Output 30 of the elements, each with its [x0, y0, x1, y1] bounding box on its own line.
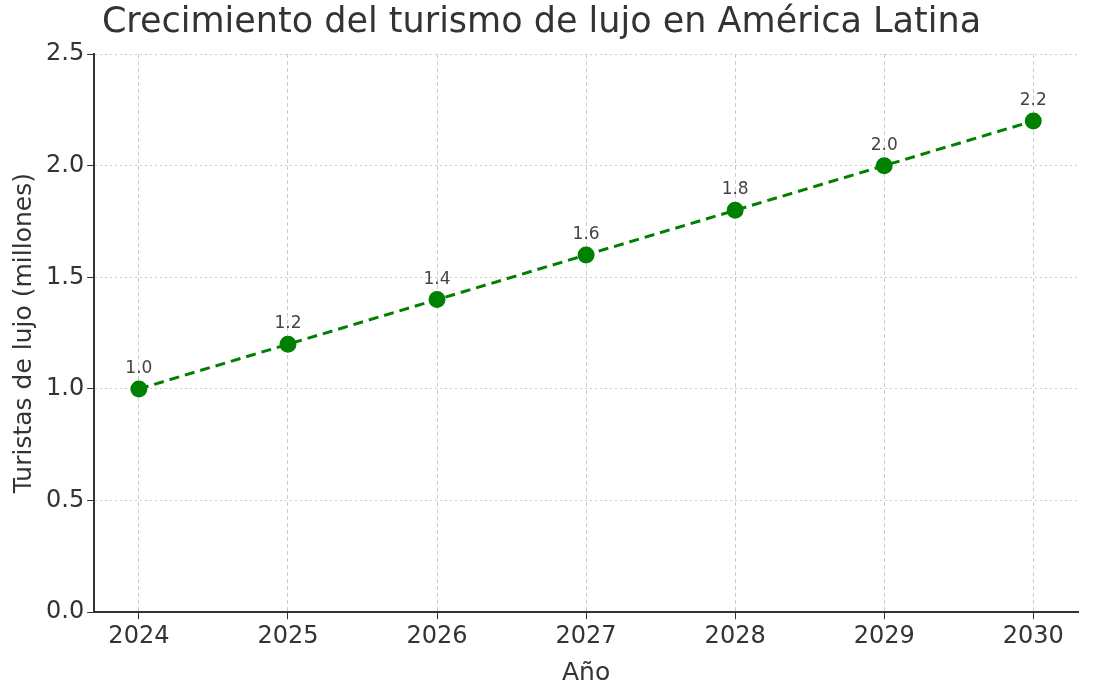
y-tick-label: 0.0	[46, 596, 85, 625]
point	[577, 246, 595, 264]
x-tick-label: 2026	[406, 620, 468, 649]
data-label: 1.6	[572, 222, 600, 243]
data-label: 1.8	[721, 178, 749, 199]
data-label: 1.0	[125, 356, 153, 377]
data-label: 2.2	[1019, 88, 1047, 109]
x-tick-label: 2025	[257, 620, 319, 649]
x-tick-label: 2030	[1002, 620, 1064, 649]
data-label: 1.2	[274, 312, 302, 333]
y-tick-label: 2.0	[46, 149, 85, 178]
chart-title: Crecimiento del turismo de lujo en América Latina	[101, 0, 982, 41]
point	[428, 291, 446, 309]
y-tick-label: 2.5	[46, 38, 85, 67]
x-tick-label: 2024	[108, 620, 170, 649]
y-tick-label: 0.5	[46, 484, 85, 513]
x-axis-title: Año	[561, 656, 611, 686]
point	[1024, 112, 1042, 130]
y-tick-label: 1.0	[46, 373, 85, 402]
point	[130, 380, 148, 398]
data-label: 2.0	[870, 133, 898, 154]
x-tick-label: 2028	[704, 620, 766, 649]
point	[875, 157, 893, 175]
x-tick-label: 2027	[555, 620, 617, 649]
x-tick-label: 2029	[853, 620, 915, 649]
y-tick-label: 1.5	[46, 261, 85, 290]
point	[279, 335, 297, 353]
y-axis-title: Turistas de lujo (millones)	[7, 173, 37, 495]
data-label: 1.4	[423, 267, 451, 288]
point	[726, 201, 744, 219]
